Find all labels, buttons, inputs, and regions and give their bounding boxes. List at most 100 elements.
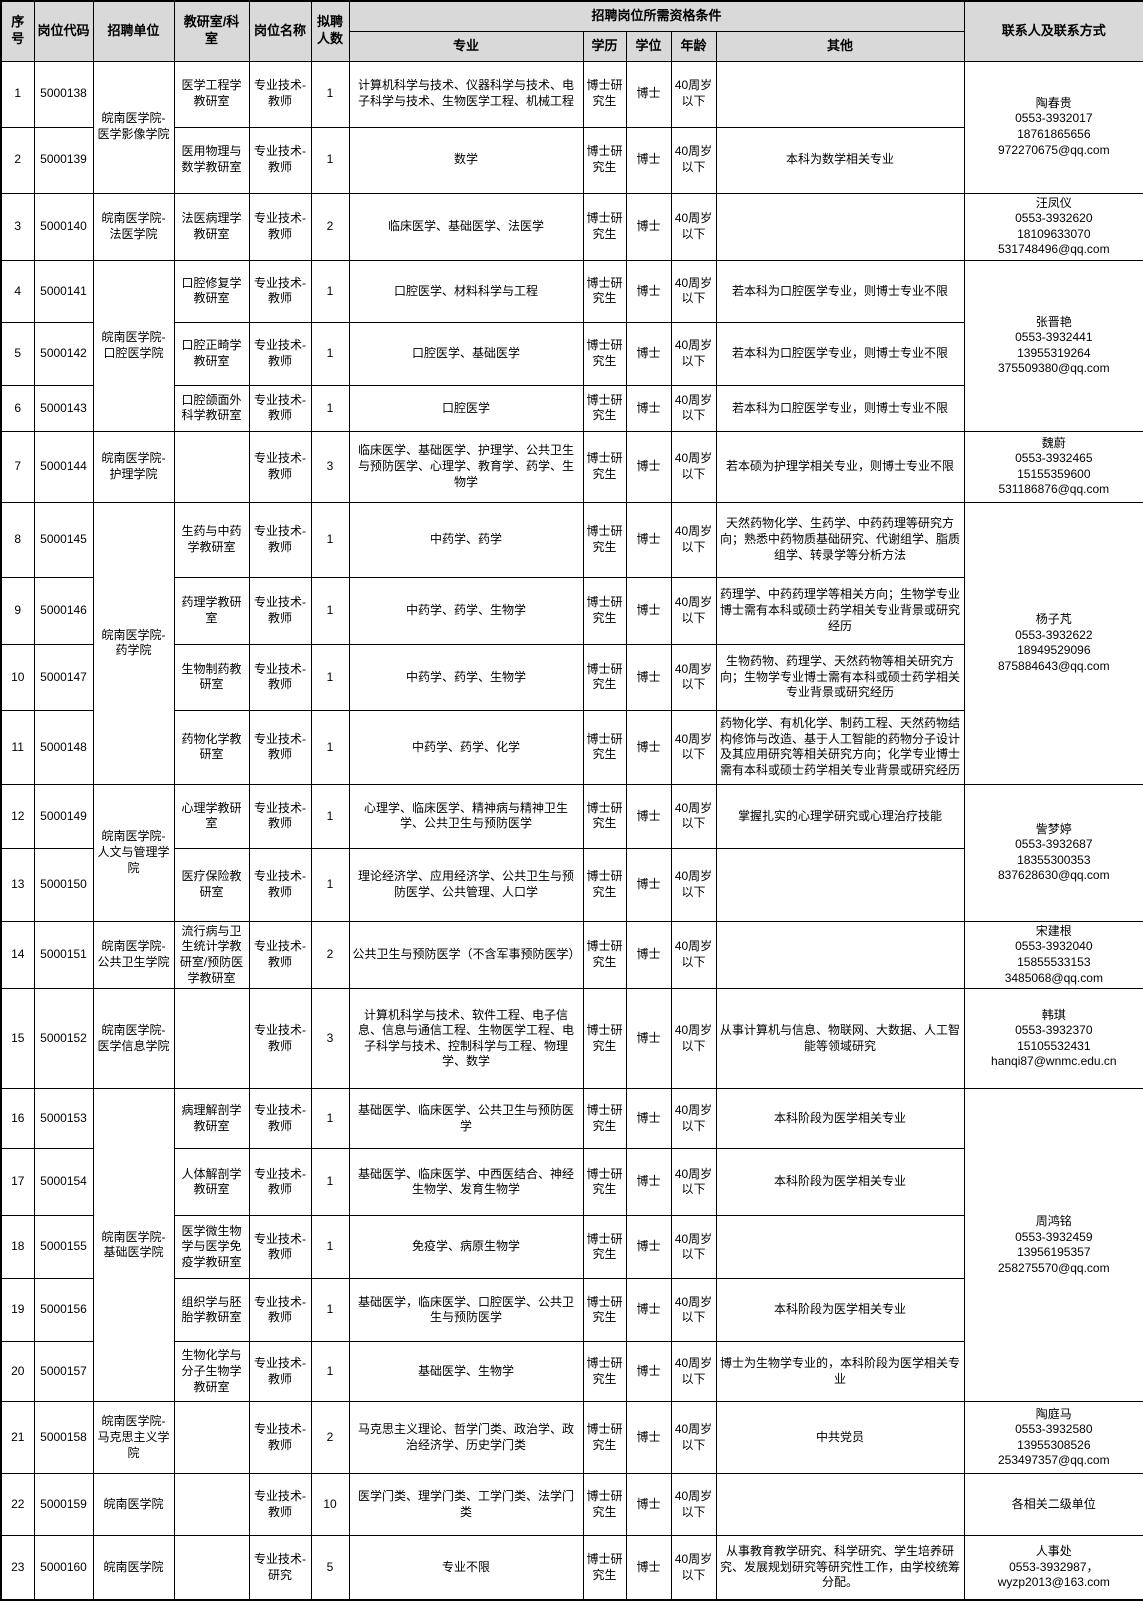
cell-office: 生物制药教研室 [173,643,250,711]
contact-line: 0553-3932622 [1015,627,1093,642]
cell-other: 掌握扎实的心理学研究或心理治疗技能 [715,783,965,849]
cell-major: 数学 [348,126,584,194]
cell-count: 1 [310,126,350,194]
cell-contact: 杨子芃 0553-3932622 18949529096 875884643@qq.c… [963,501,1143,785]
contact-line: 258275570@qq.com [998,1260,1110,1275]
cell-position: 专业技术-教师 [248,1215,312,1280]
table-row: 17 5000154 人体解剖学教研室 专业技术-教师 1 基础医学、临床医学、中西医结合… [0,1148,1143,1217]
cell-degree: 博士 [625,847,672,922]
contact-line: 汪凤仪 [1035,195,1072,210]
contact-line: 0553-3932040 [1015,939,1093,954]
cell-education: 博士研究生 [582,709,627,785]
cell-contact: 韩琪 0553-3932370 15105532431 hanqi87@wnmc.ed… [963,988,1143,1090]
cell-other [715,60,965,128]
cell-office [173,1473,250,1537]
cell-seq: 2 [0,126,35,194]
contact-line: 15155359600 [1017,466,1091,481]
cell-code: 5000159 [33,1473,94,1537]
cell-age: 40周岁以下 [670,60,717,128]
cell-office: 药理学教研室 [173,576,250,645]
table-row: 11 5000148 药物化学教研室 专业技术-教师 1 中药学、药学、化学 博士研究生 博士… [0,709,1143,785]
cell-other: 若本科为口腔医学专业，则博士专业不限 [715,321,965,386]
cell-unit: 皖南医学院-药学院 [92,501,175,785]
cell-major: 中药学、药学、生物学 [348,576,584,645]
contact-line: 375509380@qq.com [998,361,1110,376]
table-row: 6 5000143 口腔颌面外科学教研室 专业技术-教师 1 口腔医学 博士研究生 博士 40周… [0,384,1143,432]
cell-office: 药物化学教研室 [173,709,250,785]
contact-line: 3485068@qq.com [1004,970,1103,985]
cell-education: 博士研究生 [582,430,627,503]
contact-line: 13955308526 [1017,1437,1091,1452]
cell-unit: 皖南医学院 [92,1535,175,1601]
contact-line: 531748496@qq.com [998,242,1110,257]
header-other: 其他 [715,30,965,62]
cell-education: 博士研究生 [582,321,627,386]
cell-seq: 21 [0,1401,35,1475]
cell-major: 临床医学、基础医学、护理学、公共卫生与预防医学、心理学、教育学、药学、生物学 [348,430,584,503]
cell-seq: 10 [0,643,35,711]
cell-office: 口腔颌面外科学教研室 [173,384,250,432]
header-qualification-group: 招聘岗位所需资格条件 [348,0,965,32]
cell-position: 专业技术-教师 [248,576,312,645]
cell-code: 5000138 [33,60,94,128]
cell-education: 博士研究生 [582,783,627,849]
cell-seq: 18 [0,1215,35,1280]
cell-degree: 博士 [625,430,672,503]
cell-office [173,988,250,1090]
cell-degree: 博士 [625,783,672,849]
cell-position: 专业技术-教师 [248,643,312,711]
header-count: 拟聘人数 [310,0,350,62]
cell-age: 40周岁以下 [670,430,717,503]
cell-age: 40周岁以下 [670,783,717,849]
cell-position: 专业技术-研究 [248,1535,312,1601]
cell-office: 病理解剖学教研室 [173,1088,250,1150]
cell-code: 5000155 [33,1215,94,1280]
cell-other [715,1473,965,1537]
cell-education: 博士研究生 [582,126,627,194]
contact-line: 宋建根 [1035,923,1072,938]
cell-position: 专业技术-教师 [248,920,312,990]
cell-major: 基础医学、临床医学、公共卫生与预防医学 [348,1088,584,1150]
cell-other: 若本科为口腔医学专业，则博士专业不限 [715,384,965,432]
cell-seq: 16 [0,1088,35,1150]
cell-unit: 皖南医学院-基础医学院 [92,1088,175,1403]
cell-office: 组织学与胚胎学教研室 [173,1278,250,1343]
header-degree: 学位 [625,30,672,62]
cell-office: 医用物理与数学教研室 [173,126,250,194]
cell-age: 40周岁以下 [670,1535,717,1601]
cell-degree: 博士 [625,1401,672,1475]
cell-other: 中共党员 [715,1401,965,1475]
cell-education: 博士研究生 [582,259,627,323]
header-contact: 联系人及联系方式 [963,0,1143,62]
cell-count: 10 [310,1473,350,1537]
contact-line: 韩琪 [1041,1007,1066,1022]
table-body: 1 5000138 皖南医学院-医学影像学院 医学工程学教研室 专业技术-教师 1 计算机科… [0,60,1143,1601]
cell-seq: 13 [0,847,35,922]
contact-line: 人事处 [1035,1544,1072,1559]
cell-office: 流行病与卫生统计学教研室/预防医学教研室 [173,920,250,990]
contact-line: 各相关二级单位 [1011,1496,1096,1511]
contact-line: 0553-3932620 [1015,211,1093,226]
cell-position: 专业技术-教师 [248,501,312,578]
cell-contact: 宋建根 0553-3932040 15855533153 3485068@qq.com [963,920,1143,990]
cell-office: 生物化学与分子生物学教研室 [173,1341,250,1403]
cell-age: 40周岁以下 [670,501,717,578]
cell-seq: 17 [0,1148,35,1217]
contact-line: hanqi87@wnmc.edu.cn [991,1054,1117,1069]
cell-count: 1 [310,1278,350,1343]
cell-position: 专业技术-教师 [248,126,312,194]
cell-other: 药理学、中药药理学等相关方向；生物学专业博士需有本科或硕士药学相关专业背景或研究… [715,576,965,645]
cell-contact: 张晋艳 0553-3932441 13955319264 375509380@qq.c… [963,259,1143,432]
cell-position: 专业技术-教师 [248,783,312,849]
cell-seq: 20 [0,1341,35,1403]
cell-education: 博士研究生 [582,1473,627,1537]
cell-major: 基础医学、生物学 [348,1341,584,1403]
cell-seq: 7 [0,430,35,503]
cell-code: 5000156 [33,1278,94,1343]
contact-line: 0553-3932017 [1015,111,1093,126]
table-row: 14 5000151 皖南医学院-公共卫生学院 流行病与卫生统计学教研室/预防医学教研… [0,920,1143,990]
cell-count: 2 [310,192,350,261]
cell-count: 1 [310,1088,350,1150]
cell-seq: 3 [0,192,35,261]
cell-major: 口腔医学、基础医学 [348,321,584,386]
